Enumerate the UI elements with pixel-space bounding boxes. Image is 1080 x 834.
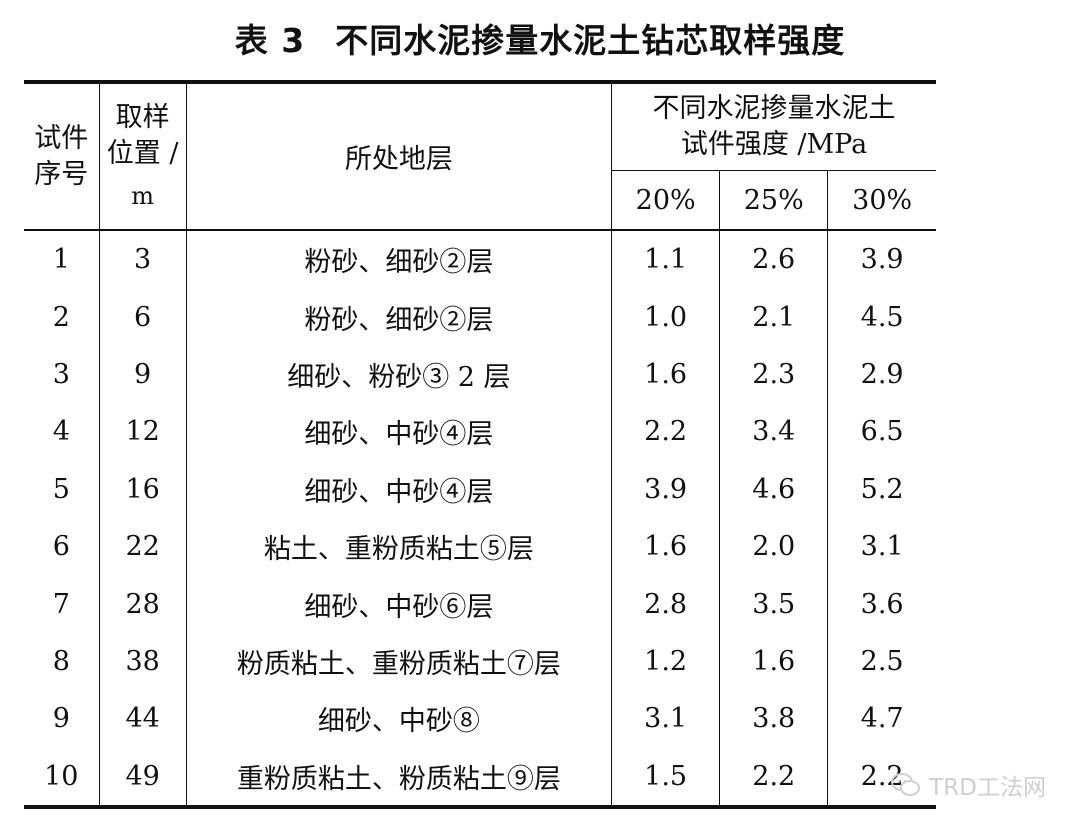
cell-strength-30: 4.5 [860,301,904,333]
cell-sample-depth: 28 [99,575,187,633]
cell-sample-depth: 9 [99,345,187,404]
cell-sample-depth: 22 [99,517,187,576]
cell-strength-25: 3.4 [719,403,829,461]
cell-strength-20: 3.9 [611,460,721,518]
cell-strength-30: 2.5 [860,645,904,677]
cell-strength-25: 2.3 [719,345,829,404]
cell-strength-25: 2.2 [719,747,829,807]
cell-strength-20: 1.2 [611,632,721,691]
cell-stratum: 细砂、中砂⑥层 [186,575,613,633]
cell-sample-depth: 3 [99,230,187,289]
cell-specimen-id: 9 [24,690,100,748]
cell-specimen-id: 5 [24,460,100,518]
cell-strength-25: 2.6 [719,230,829,289]
cell-strength-30: 4.7 [860,703,904,735]
cell-sample-depth: 6 [99,288,187,346]
table-row: 2 6 粉砂、细砂②层 1.0 2.1 4.5 [24,288,936,346]
cell-specimen-id: 7 [24,575,100,633]
header-specimen-id: 试件序号 [24,82,100,230]
cell-strength-20: 2.8 [611,575,721,633]
table-number: 表 3 [234,21,306,60]
cell-strength-25: 3.5 [719,575,829,633]
table-caption: 不同水泥掺量水泥土钻芯取样强度 [335,21,846,60]
cell-strength-25: 2.0 [719,517,829,576]
strength-table: 试件序号 取样 位置 / m 所处地层 不同水泥掺量水泥土 试件强度 /MPa … [24,80,936,809]
cell-strength-30: 3.1 [860,531,904,563]
header-strength-group: 不同水泥掺量水泥土 试件强度 /MPa [611,82,936,171]
cell-strength-30: 6.5 [860,416,904,448]
cell-strength-20: 1.5 [611,747,721,807]
table-row: 9 44 细砂、中砂⑧ 3.1 3.8 4.7 [24,690,936,748]
table-row: 8 38 粉质粘土、重粉质粘土⑦层 1.2 1.6 2.5 [24,632,936,691]
cell-specimen-id: 10 [24,747,100,807]
table-row: 10 49 重粉质粘土、粉质粘土⑨层 1.5 2.2 2.2 [24,747,936,807]
cell-strength-20: 3.1 [611,690,721,748]
cell-strength-30: 2.9 [860,358,904,390]
header-strength-line2: 试件强度 /MPa [680,129,868,160]
table-header: 试件序号 取样 位置 / m 所处地层 不同水泥掺量水泥土 试件强度 /MPa … [24,82,936,230]
cell-strength-20: 1.0 [611,288,721,346]
cell-sample-depth: 49 [99,747,187,807]
watermark-text: TRD工法网 [929,775,1046,801]
cell-stratum: 粉质粘土、重粉质粘土⑦层 [186,632,613,691]
cell-strength-25: 1.6 [719,632,829,691]
cell-strength-25: 4.6 [719,460,829,518]
cell-specimen-id: 4 [24,403,100,461]
table-row: 7 28 细砂、中砂⑥层 2.8 3.5 3.6 [24,575,936,633]
cell-stratum: 细砂、中砂⑧ [186,690,613,748]
header-ratio-30: 30% [852,184,913,216]
cell-strength-25: 3.8 [719,690,829,748]
cell-stratum: 粉砂、细砂②层 [186,230,613,289]
header-strength-line1: 不同水泥掺量水泥土 [652,93,896,124]
cell-specimen-id: 3 [24,345,100,404]
table-row: 4 12 细砂、中砂④层 2.2 3.4 6.5 [24,403,936,461]
cell-strength-20: 1.6 [611,517,721,576]
table-title: 表 3 不同水泥掺量水泥土钻芯取样强度 [0,14,1080,62]
table-body: 1 3 粉砂、细砂②层 1.1 2.6 3.9 2 6 粉砂、细砂②层 1.0 2.1 4.5 3 9 细砂… [24,230,936,807]
header-ratio-25: 25% [719,170,829,230]
header-depth-line1: 取样 [115,101,170,133]
table-row: 5 16 细砂、中砂④层 3.9 4.6 5.2 [24,460,936,518]
header-depth-line2: 位置 / [106,137,179,169]
cell-sample-depth: 38 [99,632,187,691]
cell-sample-depth: 16 [99,460,187,518]
header-sample-depth: 取样 位置 / m [99,82,187,230]
header-stratum: 所处地层 [186,82,613,230]
cell-stratum: 细砂、粉砂③ 2 层 [186,345,613,404]
cell-stratum: 细砂、中砂④层 [186,460,613,518]
cell-stratum: 重粉质粘土、粉质粘土⑨层 [186,747,613,807]
table-row: 6 22 粘土、重粉质粘土⑤层 1.6 2.0 3.1 [24,517,936,576]
header-depth-unit: m [131,181,154,210]
header-ratio-20: 20% [611,170,721,230]
wechat-icon [891,772,921,798]
cell-specimen-id: 8 [24,632,100,691]
cell-stratum: 粉砂、细砂②层 [186,288,613,346]
table-row: 1 3 粉砂、细砂②层 1.1 2.6 3.9 [24,230,936,289]
cell-specimen-id: 2 [24,288,100,346]
cell-strength-30: 3.6 [860,588,904,620]
cell-stratum: 粘土、重粉质粘土⑤层 [186,517,613,576]
cell-strength-20: 1.1 [611,230,721,289]
table-row: 3 9 细砂、粉砂③ 2 层 1.6 2.3 2.9 [24,345,936,404]
cell-sample-depth: 44 [99,690,187,748]
cell-strength-30: 5.2 [860,473,904,505]
cell-strength-20: 1.6 [611,345,721,404]
cell-strength-30: 3.9 [860,244,904,276]
cell-strength-25: 2.1 [719,288,829,346]
cell-sample-depth: 12 [99,403,187,461]
cell-specimen-id: 1 [24,230,100,289]
cell-strength-20: 2.2 [611,403,721,461]
cell-stratum: 细砂、中砂④层 [186,403,613,461]
cell-specimen-id: 6 [24,517,100,576]
watermark: TRD工法网 [891,768,1046,802]
